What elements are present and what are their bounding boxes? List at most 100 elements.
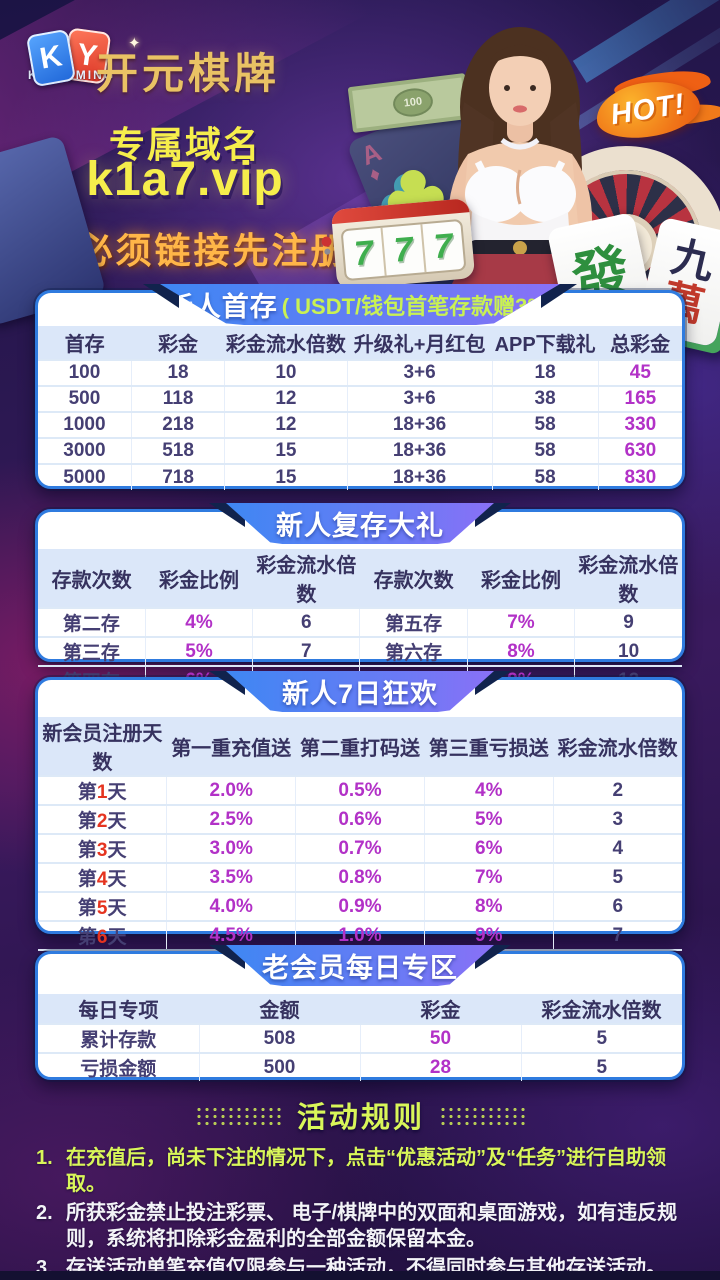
cell: 58 xyxy=(491,411,599,438)
slot-machine-icon: 7 7 7 xyxy=(321,198,476,290)
rule-number: 2. xyxy=(36,1202,53,1224)
cell: 6 xyxy=(552,891,682,921)
cell: 118 xyxy=(130,385,225,412)
header-row: 首存 彩金 彩金流水倍数 升级礼+月红包 APP下载礼 总彩金 xyxy=(38,326,682,360)
cell: 累计存款 xyxy=(38,1023,199,1053)
column-header: 彩金 xyxy=(131,326,225,360)
card-title: 新人7日狂欢 xyxy=(281,679,439,709)
rules-header: 活动规则 xyxy=(36,1094,686,1136)
cell: 12 xyxy=(224,411,348,438)
cell: 10 xyxy=(574,636,682,666)
card-ribbon: 新人复存大礼 xyxy=(226,503,494,544)
card-title: 新人复存大礼 xyxy=(276,511,444,541)
cell: 830 xyxy=(597,463,682,490)
cell: 18 xyxy=(491,359,599,386)
cell: 500 xyxy=(198,1052,360,1081)
cell: 58 xyxy=(491,463,599,490)
table-row: 第3天 3.0% 0.7% 6% 4 xyxy=(38,833,682,863)
cell: 18+36 xyxy=(346,411,492,438)
domain-link[interactable]: k1a7.vip xyxy=(86,153,284,206)
cell: 5000 xyxy=(38,463,132,490)
cell: 6% xyxy=(423,833,554,863)
cell: 4 xyxy=(552,833,682,863)
cell: 10 xyxy=(224,359,348,386)
hot-badge-label: HOT! xyxy=(608,87,688,131)
cell: 7% xyxy=(423,862,554,892)
column-header: 第三重亏损送 xyxy=(424,717,554,776)
column-header: 第一重充值送 xyxy=(166,717,296,776)
cell: 165 xyxy=(597,385,682,412)
cell: 500 xyxy=(38,385,132,412)
column-header: 升级礼+月红包 xyxy=(347,326,492,360)
header-row: 存款次数 彩金比例 彩金流水倍数 存款次数 彩金比例 彩金流水倍数 xyxy=(38,549,682,608)
table-row: 第5天 4.0% 0.9% 8% 6 xyxy=(38,891,682,921)
header-row: 新会员注册天数 第一重充值送 第二重打码送 第三重亏损送 彩金流水倍数 xyxy=(38,717,682,776)
slot-reels: 7 7 7 xyxy=(340,218,467,282)
logo-card-k: K xyxy=(25,28,77,88)
cell: 100 xyxy=(38,359,132,386)
card-ribbon: 新人7日狂欢 xyxy=(226,671,494,712)
cell: 50 xyxy=(359,1023,521,1053)
dots-decoration xyxy=(439,1105,527,1125)
table-row: 第2天 2.5% 0.6% 5% 3 xyxy=(38,804,682,834)
seven-day-table: 新会员注册天数 第一重充值送 第二重打码送 第三重亏损送 彩金流水倍数 第1天 2.0% 0.… xyxy=(38,717,682,978)
day-number: 2 xyxy=(96,811,108,832)
cell: 630 xyxy=(597,437,682,464)
cell: 8% xyxy=(466,636,575,666)
table-row: 500 118 12 3+6 38 165 xyxy=(38,385,682,412)
column-header: APP下载礼 xyxy=(492,326,599,360)
exclusive-domain-label: 专属域名 xyxy=(108,124,261,165)
first-deposit-table: 首存 彩金 彩金流水倍数 升级礼+月红包 APP下载礼 总彩金 100 18 10 3+6 18 45… xyxy=(38,326,682,490)
table-row: 5000 718 15 18+36 58 830 xyxy=(38,463,682,490)
brand-title: 开元棋牌 xyxy=(96,49,281,98)
column-header: 彩金流水倍数 xyxy=(224,326,348,360)
day-number: 5 xyxy=(96,898,108,919)
cell: 第6天 xyxy=(38,920,167,950)
cell: 3.5% xyxy=(166,862,296,892)
header-row: 每日专项 金额 彩金 彩金流水倍数 xyxy=(38,994,682,1024)
cell: 6 xyxy=(252,607,360,637)
table-row: 累计存款 508 50 5 xyxy=(38,1023,682,1053)
cell: 218 xyxy=(130,411,225,438)
column-header: 每日专项 xyxy=(38,994,199,1024)
cell: 0.7% xyxy=(295,833,425,863)
cell: 508 xyxy=(198,1023,360,1053)
card-ribbon: 新人首存 ( USDT/钱包首笔存款赠3%) xyxy=(160,284,560,325)
table-row: 亏损金额 500 28 5 xyxy=(38,1052,682,1081)
column-header: 总彩金 xyxy=(598,326,682,360)
table-row: 第二存 4% 6 第五存 7% 9 xyxy=(38,607,682,637)
column-header: 第二重打码送 xyxy=(295,717,425,776)
column-header: 首存 xyxy=(38,326,132,360)
cell: 9 xyxy=(574,607,682,637)
cell: 第3天 xyxy=(38,833,167,863)
table-row: 第4天 3.5% 0.8% 7% 5 xyxy=(38,862,682,892)
hero-banner: A ♠ A ♦ ♣ 100 xyxy=(0,0,720,365)
column-header: 新会员注册天数 xyxy=(38,717,167,776)
cell: 2.5% xyxy=(166,804,296,834)
cell: 5% xyxy=(423,804,554,834)
table-row: 第三存 5% 7 第六存 8% 10 xyxy=(38,636,682,666)
rule-text: 在充值后，尚未下注的情况下，点击“优惠活动”及“任务”进行自助领取。 xyxy=(66,1147,666,1195)
day-number: 3 xyxy=(96,840,108,861)
seven-day-card: 新人7日狂欢 新会员注册天数 第一重充值送 第二重打码送 第三重亏损送 彩金流水倍数 第1… xyxy=(35,671,685,978)
column-header: 彩金 xyxy=(360,994,521,1024)
cell: 0.9% xyxy=(295,891,425,921)
cell: 4% xyxy=(144,607,253,637)
day-number: 4 xyxy=(96,869,108,890)
register-notice[interactable]: 必须链接先注册 xyxy=(76,230,350,271)
veteran-daily-card: 老会员每日专区 每日专项 金额 彩金 彩金流水倍数 累计存款 508 50 5 亏损金额 500 2… xyxy=(35,945,685,1081)
column-header: 彩金流水倍数 xyxy=(252,549,360,608)
cell: 718 xyxy=(130,463,225,490)
day-number: 1 xyxy=(96,782,108,803)
cell: 3 xyxy=(552,804,682,834)
table-row: 3000 518 15 18+36 58 630 xyxy=(38,437,682,464)
cell: 15 xyxy=(224,437,348,464)
rule-number: 1. xyxy=(36,1147,53,1169)
table-row: 第1天 2.0% 0.5% 4% 2 xyxy=(38,775,682,805)
cell: 2 xyxy=(552,775,682,805)
card-title: 老会员每日专区 xyxy=(262,953,458,983)
cell: 2.0% xyxy=(166,775,296,805)
cell: 第六存 xyxy=(359,636,468,666)
rules-list: 1. 在充值后，尚未下注的情况下，点击“优惠活动”及“任务”进行自助领取。 2. 所获… xyxy=(36,1145,686,1280)
